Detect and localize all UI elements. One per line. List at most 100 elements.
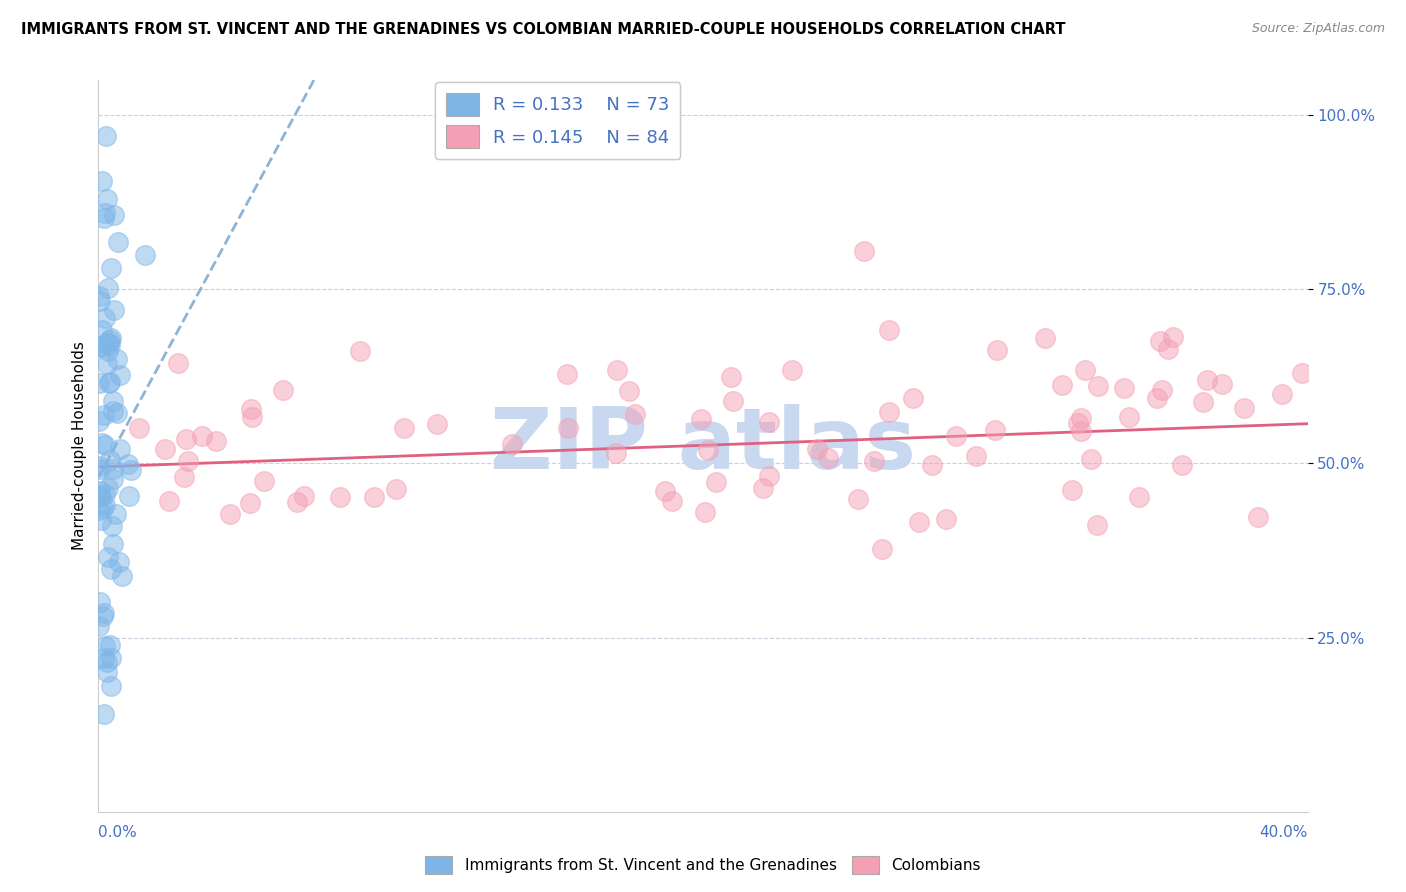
Point	[392, 421, 415, 435]
Point	[120, 463, 142, 477]
Point	[89, 594, 111, 608]
Legend: Immigrants from St. Vincent and the Grenadines, Colombians: Immigrants from St. Vincent and the Gren…	[419, 850, 987, 880]
Point	[94, 487, 117, 501]
Point	[96, 665, 118, 680]
Point	[97, 376, 120, 390]
Y-axis label: Married-couple Households: Married-couple Households	[72, 342, 87, 550]
Point	[921, 458, 943, 472]
Point	[157, 494, 180, 508]
Point	[96, 482, 118, 496]
Point	[98, 452, 121, 467]
Point	[1157, 342, 1180, 356]
Point	[93, 205, 115, 219]
Point	[1087, 379, 1109, 393]
Point	[93, 640, 115, 654]
Point	[128, 421, 150, 435]
Point	[93, 310, 115, 325]
Point	[617, 384, 640, 399]
Point	[108, 442, 131, 457]
Point	[101, 462, 124, 476]
Point	[100, 561, 122, 575]
Point	[90, 513, 112, 527]
Point	[93, 498, 115, 512]
Point	[96, 357, 118, 371]
Point	[863, 454, 886, 468]
Point	[1073, 363, 1095, 377]
Point	[1195, 374, 1218, 388]
Text: 40.0%: 40.0%	[1260, 825, 1308, 840]
Point	[1070, 411, 1092, 425]
Point	[105, 406, 128, 420]
Point	[117, 458, 139, 472]
Point	[98, 375, 121, 389]
Point	[1149, 334, 1171, 348]
Point	[111, 569, 134, 583]
Point	[176, 432, 198, 446]
Point	[846, 492, 869, 507]
Point	[98, 638, 121, 652]
Point	[91, 339, 114, 353]
Point	[1146, 391, 1168, 405]
Point	[94, 128, 117, 143]
Point	[94, 438, 117, 452]
Point	[89, 484, 111, 499]
Point	[118, 489, 141, 503]
Point	[87, 503, 110, 517]
Point	[1192, 395, 1215, 409]
Point	[107, 235, 129, 249]
Point	[557, 421, 579, 435]
Point	[94, 336, 117, 351]
Point	[93, 211, 115, 225]
Point	[817, 451, 839, 466]
Point	[806, 442, 828, 456]
Point	[252, 474, 274, 488]
Point	[853, 244, 876, 258]
Point	[1035, 331, 1057, 345]
Text: 0.0%: 0.0%	[98, 825, 138, 840]
Point	[90, 490, 112, 504]
Point	[720, 369, 742, 384]
Text: Source: ZipAtlas.com: Source: ZipAtlas.com	[1251, 22, 1385, 36]
Point	[426, 417, 449, 431]
Legend: R = 0.133    N = 73, R = 0.145    N = 84: R = 0.133 N = 73, R = 0.145 N = 84	[436, 82, 681, 159]
Point	[879, 405, 901, 419]
Point	[97, 281, 120, 295]
Point	[100, 679, 122, 693]
Point	[1163, 329, 1185, 343]
Point	[93, 408, 115, 422]
Point	[93, 651, 115, 665]
Point	[1271, 387, 1294, 401]
Point	[204, 434, 226, 448]
Point	[90, 174, 112, 188]
Point	[101, 537, 124, 551]
Point	[555, 367, 578, 381]
Point	[103, 472, 125, 486]
Point	[153, 442, 176, 456]
Point	[108, 555, 131, 569]
Point	[91, 609, 114, 624]
Point	[1112, 381, 1135, 395]
Point	[87, 458, 110, 473]
Point	[105, 351, 128, 366]
Point	[104, 507, 127, 521]
Point	[661, 493, 683, 508]
Point	[240, 401, 263, 416]
Point	[96, 192, 118, 206]
Text: ZIP atlas: ZIP atlas	[491, 404, 915, 488]
Point	[101, 404, 124, 418]
Point	[134, 248, 156, 262]
Point	[91, 500, 114, 515]
Point	[605, 446, 627, 460]
Point	[654, 483, 676, 498]
Point	[1085, 518, 1108, 533]
Point	[240, 409, 263, 424]
Point	[285, 495, 308, 509]
Point	[98, 338, 121, 352]
Point	[693, 505, 716, 519]
Point	[89, 489, 111, 503]
Point	[100, 651, 122, 665]
Point	[696, 443, 718, 458]
Point	[877, 323, 900, 337]
Point	[91, 435, 114, 450]
Point	[1067, 416, 1090, 430]
